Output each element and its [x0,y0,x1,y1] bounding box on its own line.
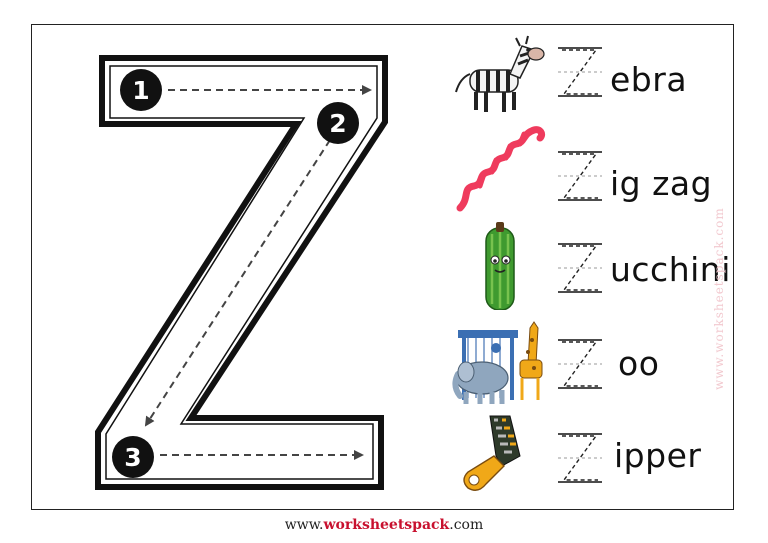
step-badge-1: 1 [120,69,162,111]
step-badge-3: 3 [112,436,154,478]
footer-credit: www.worksheetspack.com [0,517,768,533]
trace-letter-z-icon [558,151,602,201]
word-row-zebra: ebra [0,28,768,118]
step-number: 1 [132,76,149,105]
word-suffix: ig zag [610,164,713,203]
step-number: 3 [124,443,141,472]
word-row-zigzag: ig zag [0,124,768,214]
word-suffix: oo [618,344,660,383]
zigzag-icon [456,126,546,212]
footer-prefix: www. [284,517,324,533]
word-row-zoo: oo [0,316,768,406]
zucchini-icon [485,222,515,310]
word-suffix: ucchini [610,250,731,289]
footer-brand: worksheetspack [323,517,450,533]
zebra-icon [455,35,545,112]
word-row-zucchini: ucchini [0,220,768,310]
footer-suffix: .com [449,517,484,533]
word-suffix: ebra [610,60,688,99]
trace-letter-z-icon [558,433,602,483]
step-number: 2 [329,109,346,138]
trace-letter-z-icon [558,243,602,293]
letter-z-inner-outline [105,65,378,480]
zipper-icon [463,415,521,491]
step-badge-2: 2 [317,102,359,144]
trace-letter-z-icon [558,339,602,389]
stroke-guide-2 [144,139,331,427]
zoo-icon [452,321,543,404]
watermark: www.worksheetspack.com [712,207,726,390]
word-row-zipper: ipper [0,410,768,500]
word-suffix: ipper [614,436,702,475]
trace-letter-z-icon [558,47,602,97]
